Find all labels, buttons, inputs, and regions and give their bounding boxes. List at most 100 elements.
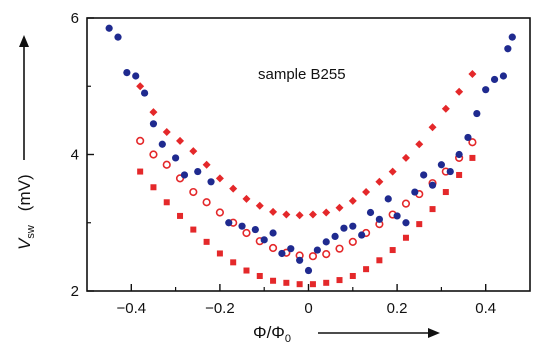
data-point [242, 194, 251, 203]
x-tick-label: 0 [304, 300, 312, 317]
data-point [132, 72, 140, 80]
data-point [322, 250, 331, 259]
data-point [172, 154, 180, 162]
x-axis-label: Φ/Φ [253, 323, 285, 342]
data-point [375, 177, 384, 186]
data-point [389, 247, 396, 254]
data-point [202, 160, 211, 169]
y-tick-label: 4 [71, 147, 79, 164]
data-point [242, 228, 251, 238]
data-point [322, 238, 330, 246]
data-point [269, 229, 277, 237]
data-point [140, 89, 149, 97]
data-point [468, 69, 477, 78]
x-axis-arrowhead [428, 328, 440, 338]
y-axis-title: Vsw (mV) [15, 174, 37, 250]
data-point [442, 189, 449, 196]
data-point [469, 154, 476, 161]
data-point [428, 123, 437, 132]
data-point [194, 167, 202, 176]
data-point [123, 69, 131, 77]
data-point [295, 211, 304, 220]
data-point [137, 168, 144, 175]
data-point [508, 33, 516, 41]
data-point [468, 138, 477, 147]
data-point [455, 87, 464, 96]
data-point [331, 232, 339, 240]
svg-text:Vsw(mV): Vsw (mV) [15, 174, 37, 250]
data-point [308, 210, 317, 219]
data-point [114, 33, 122, 41]
x-tick-label: 0.4 [475, 300, 496, 317]
data-point [504, 45, 512, 53]
data-point [313, 246, 321, 254]
data-point [230, 259, 237, 266]
data-point [269, 207, 278, 216]
data-point [163, 199, 170, 206]
x-tick-label: 0.2 [387, 300, 408, 317]
data-point [203, 238, 210, 245]
data-point [384, 195, 392, 203]
data-point [162, 160, 171, 169]
data-point [162, 127, 171, 136]
data-point [429, 206, 436, 213]
data-point [358, 231, 366, 239]
data-point [149, 120, 158, 128]
data-point [296, 256, 304, 264]
data-point [158, 140, 166, 148]
data-point [136, 82, 145, 91]
y-tick-label: 2 [71, 283, 79, 300]
y-axis-ticks: 2 4 6 [71, 10, 94, 300]
data-point [202, 198, 211, 207]
data-point [216, 250, 223, 257]
data-point [177, 212, 184, 219]
data-point [268, 243, 278, 253]
y-axis-arrowhead [19, 35, 29, 47]
x-tick-label: −0.4 [116, 300, 146, 317]
y-axis-label: V [15, 237, 34, 250]
data-point [287, 245, 295, 253]
data-point [215, 174, 224, 183]
data-point [401, 199, 411, 208]
data-marks [105, 24, 516, 288]
data-point [411, 188, 419, 196]
data-point [415, 140, 424, 149]
y-axis-label-subscript: sw [25, 225, 37, 239]
data-point [256, 272, 263, 279]
data-point [363, 266, 370, 273]
data-point [243, 267, 250, 274]
data-point [428, 181, 437, 189]
data-point [149, 108, 158, 117]
data-point [136, 136, 145, 145]
data-point [189, 147, 198, 156]
data-point [335, 244, 344, 253]
data-point [482, 86, 490, 94]
sample-annotation: sample B255 [258, 66, 346, 83]
y-axis-unit: (mV) [15, 174, 34, 211]
data-point [402, 219, 410, 227]
data-point [225, 219, 233, 227]
data-point [349, 222, 357, 230]
data-point [309, 281, 316, 288]
data-point [176, 136, 185, 145]
data-point [437, 161, 445, 169]
data-point [150, 184, 157, 191]
data-point [446, 167, 454, 176]
data-point [340, 224, 348, 232]
data-point [229, 184, 238, 193]
data-point [322, 208, 331, 217]
data-point [105, 24, 113, 32]
data-point [393, 212, 401, 220]
data-point [348, 196, 357, 205]
data-point [499, 72, 508, 80]
data-point [215, 208, 224, 217]
data-point [416, 221, 423, 228]
x-axis-title: Φ/Φ0 [253, 323, 440, 345]
data-point [336, 277, 343, 284]
data-point [402, 234, 409, 241]
data-point [207, 178, 215, 186]
svg-text:Φ/Φ0: Φ/Φ0 [253, 323, 291, 345]
data-point [388, 167, 397, 176]
data-point [401, 153, 410, 162]
